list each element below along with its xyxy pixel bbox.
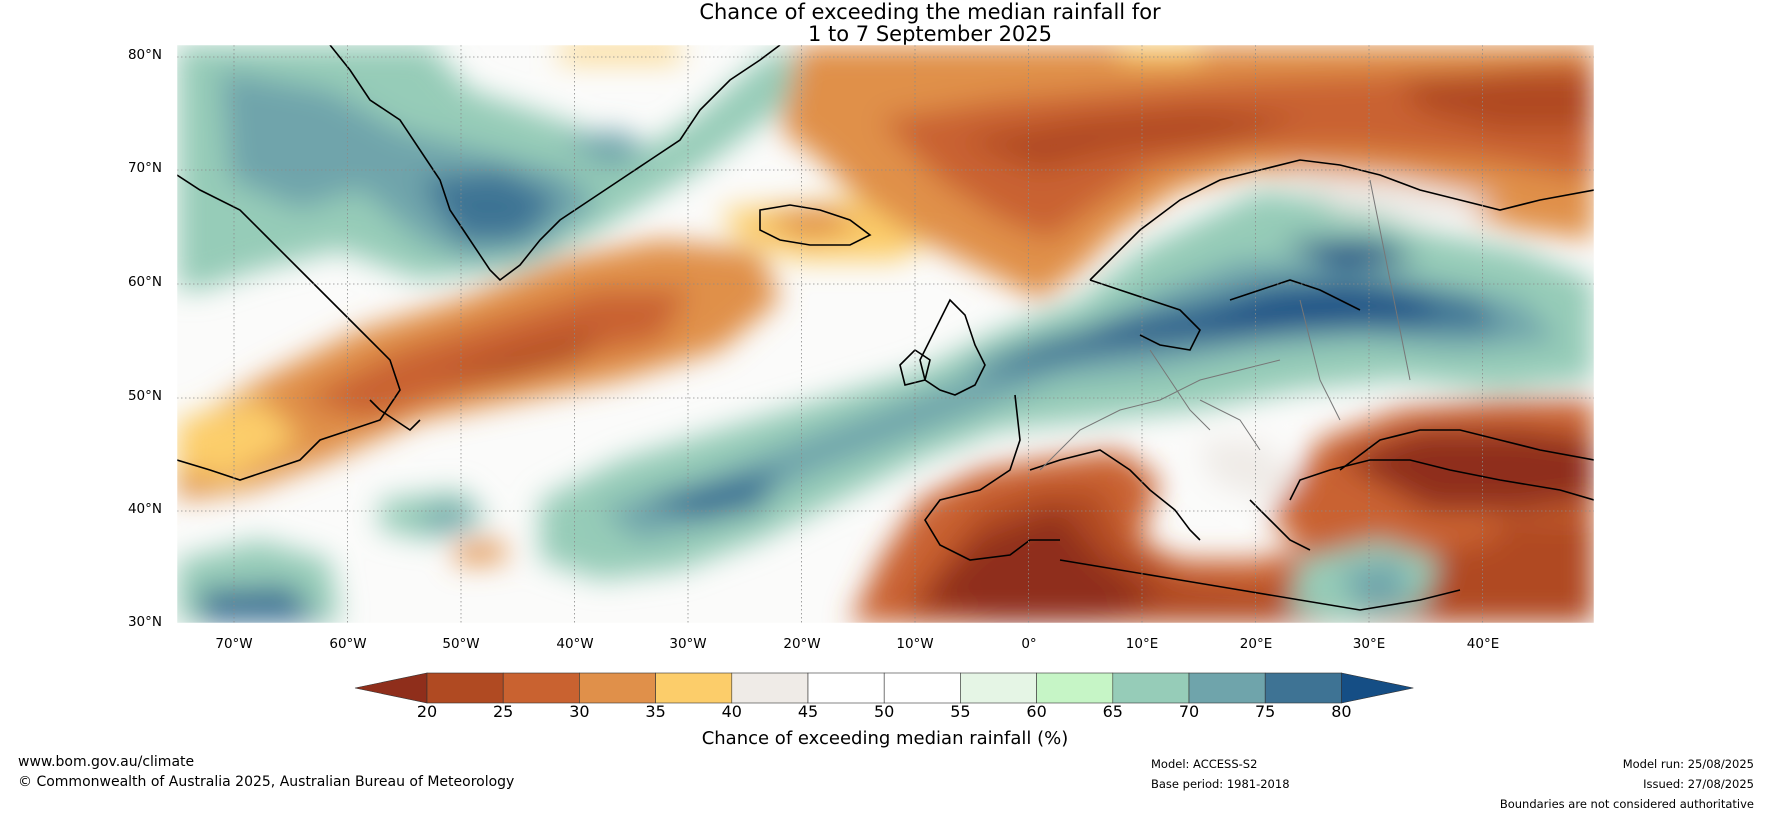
lat-label: 80°N [127,47,162,63]
colorbar-tick-label: 40 [721,702,742,721]
model-run-text: Model run: 25/08/2025 [1622,757,1754,771]
colorbar-tick-label: 35 [645,702,666,721]
lat-label: 50°N [127,388,162,404]
coastlines [177,45,1594,611]
colorbar-bin [807,672,885,704]
lon-label: 40°E [1466,636,1500,652]
lon-label: 10°W [896,636,934,652]
issued-text: Issued: 27/08/2025 [1643,777,1754,791]
copyright-text: © Commonwealth of Australia 2025, Austra… [18,774,515,790]
probability-field [177,45,1594,623]
colorbar-bin [1112,672,1190,704]
colorbar-tick-label: 30 [569,702,590,721]
map-title-line2: 1 to 7 September 2025 [807,22,1053,46]
website-link[interactable]: www.bom.gov.au/climate [18,754,195,770]
lat-label: 40°N [127,501,162,517]
colorbar-bin [426,672,504,704]
lon-label: 60°W [329,636,367,652]
disclaimer-text: Boundaries are not considered authoritat… [1499,797,1754,811]
colorbar-extend-low [354,672,428,704]
lon-label: 10°E [1125,636,1159,652]
graticule [177,45,1594,623]
map-field [177,45,1594,623]
colorbar-tick-label: 70 [1178,702,1200,721]
lon-label: 30°E [1352,636,1386,652]
colorbar-bin [1264,672,1342,704]
lon-label: 50°W [442,636,480,652]
colorbar [354,672,1414,704]
colorbar-bin [655,672,733,704]
colorbar-bin [1036,672,1114,704]
map-title-line1: Chance of exceeding the median rainfall … [699,0,1161,24]
colorbar-tick-label: 65 [1102,702,1123,721]
base-period-text: Base period: 1981-2018 [1151,777,1290,791]
lat-label: 70°N [127,160,162,176]
lat-label: 60°N [127,274,162,290]
lat-label: 30°N [127,614,162,630]
country-borders [1039,179,1411,471]
colorbar-bin [502,672,580,704]
colorbar-tick-label: 25 [493,702,514,721]
colorbar-tick-label: 75 [1255,702,1276,721]
colorbar-extend-high [1341,672,1414,704]
lon-label: 40°W [556,636,594,652]
lon-label: 20°W [783,636,821,652]
colorbar-bin [579,672,656,704]
colorbar-bin [1188,672,1266,704]
colorbar-tick-label: 80 [1331,702,1352,721]
colorbar-tick-label: 45 [797,702,819,721]
lon-label: 20°E [1239,636,1273,652]
colorbar-tick-label: 60 [1026,702,1047,721]
colorbar-bin [731,672,809,704]
colorbar-title: Chance of exceeding median rainfall (%) [701,728,1069,749]
lon-label: 0° [1021,636,1037,652]
lon-label: 30°W [669,636,707,652]
colorbar-bin [883,672,961,704]
colorbar-tick-label: 20 [416,702,438,721]
model-text: Model: ACCESS-S2 [1151,757,1258,771]
colorbar-tick-label: 50 [874,702,895,721]
colorbar-tick-label: 55 [950,702,971,721]
lon-label: 70°W [215,636,253,652]
colorbar-bin [960,672,1037,704]
